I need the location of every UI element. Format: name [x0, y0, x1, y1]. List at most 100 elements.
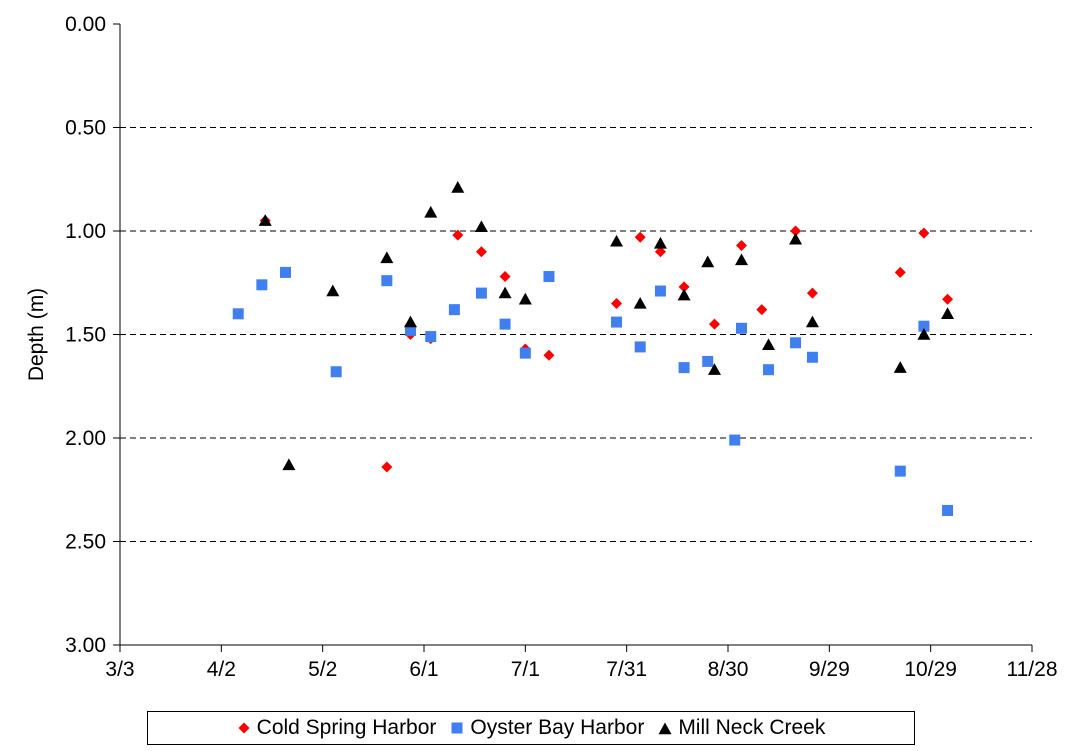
data-point [918, 227, 930, 239]
data-point [805, 315, 819, 328]
data-point [475, 246, 487, 258]
data-point [232, 308, 244, 320]
x-tick-label: 6/1 [409, 658, 438, 681]
legend-marker-shape [238, 722, 250, 734]
data-point [326, 284, 340, 297]
data-point [736, 322, 748, 334]
data-point [678, 362, 690, 374]
data-point [474, 220, 488, 233]
x-tick-label: 9/29 [809, 658, 850, 681]
data-point [610, 234, 624, 247]
data-point [806, 351, 818, 363]
data-point [381, 461, 393, 473]
data-point [654, 246, 666, 258]
series-square [232, 266, 954, 516]
legend-label: Cold Spring Harbor [256, 716, 437, 739]
y-tick-labels: 0.00 0.50 1.00 1.50 2.00 2.50 3.00 [65, 13, 106, 657]
axes [113, 23, 1033, 652]
legend: Cold Spring Harbor Oyster Bay Harbor Mill … [147, 711, 915, 745]
data-point [381, 275, 393, 287]
x-tick-labels: 3/3 4/2 5/2 6/1 7/1 7/31 8/30 9/29 10/29 11/28 [105, 658, 1057, 681]
data-point [789, 232, 803, 245]
data-point [258, 214, 272, 226]
data-point [707, 363, 721, 375]
data-point [701, 255, 715, 268]
data-point [653, 236, 667, 249]
legend-diamond-icon [238, 722, 250, 734]
data-point [736, 239, 748, 251]
data-point [451, 181, 465, 193]
legend-marker-shape [658, 722, 672, 735]
data-point [677, 288, 691, 301]
data-point [611, 297, 623, 309]
data-point [806, 287, 818, 299]
x-tick-label: 3/3 [105, 658, 134, 681]
data-point [475, 287, 487, 299]
data-point [917, 328, 931, 340]
x-tick-label: 11/28 [1007, 658, 1058, 681]
data-point [404, 324, 416, 336]
data-point [499, 318, 511, 330]
data-point [762, 338, 776, 351]
legend-triangle-icon [658, 722, 672, 735]
x-tick-label: 7/1 [511, 658, 540, 681]
x-tick-label: 5/2 [308, 658, 337, 681]
data-points [232, 181, 955, 516]
y-tick-label: 2.00 [65, 427, 106, 450]
series-triangle [258, 181, 955, 471]
data-point [543, 271, 555, 283]
y-tick-label: 1.00 [65, 220, 106, 243]
y-axis-label: Depth (m) [25, 288, 48, 381]
data-point [425, 331, 437, 343]
data-point [756, 304, 768, 316]
data-point [678, 281, 690, 293]
data-point [918, 320, 930, 332]
legend-item: Oyster Bay Harbor [450, 716, 644, 740]
data-point [763, 364, 775, 376]
series-diamond [259, 215, 954, 473]
data-point [634, 231, 646, 243]
data-point [330, 366, 342, 378]
data-point [941, 307, 955, 319]
x-tick-label: 4/2 [207, 658, 236, 681]
data-point [256, 279, 268, 291]
data-point [893, 361, 907, 373]
data-point [654, 285, 666, 297]
data-point [611, 316, 623, 328]
y-tick-label: 1.50 [65, 324, 106, 347]
data-point [424, 205, 438, 218]
y-tick-label: 0.50 [65, 117, 106, 140]
data-point [498, 286, 512, 299]
y-tick-label: 0.00 [65, 13, 106, 36]
data-point [519, 347, 531, 359]
gridlines [120, 127, 1032, 542]
data-point [633, 296, 647, 309]
x-tick-label: 7/31 [606, 658, 647, 681]
data-point [452, 229, 464, 241]
data-point [634, 341, 646, 353]
legend-square-icon [451, 722, 463, 734]
legend-label: Mill Neck Creek [678, 716, 826, 739]
legend-marker-shape [451, 722, 463, 734]
legend-item: Mill Neck Creek [658, 716, 825, 740]
x-tick-label: 8/30 [708, 658, 749, 681]
data-point [448, 304, 460, 316]
data-point [280, 266, 292, 278]
data-point [702, 355, 714, 367]
data-point [499, 271, 511, 283]
data-point [942, 504, 954, 516]
data-point [380, 251, 394, 264]
data-point [403, 315, 417, 328]
data-point [708, 318, 720, 330]
data-point [790, 337, 802, 349]
data-point [894, 266, 906, 278]
data-point [894, 465, 906, 477]
data-point [729, 434, 741, 446]
legend-item: Cold Spring Harbor [237, 716, 437, 740]
data-point [790, 225, 802, 237]
data-point [543, 349, 555, 361]
data-point [942, 293, 954, 305]
data-point [282, 458, 296, 471]
y-tick-label: 3.00 [65, 634, 106, 657]
